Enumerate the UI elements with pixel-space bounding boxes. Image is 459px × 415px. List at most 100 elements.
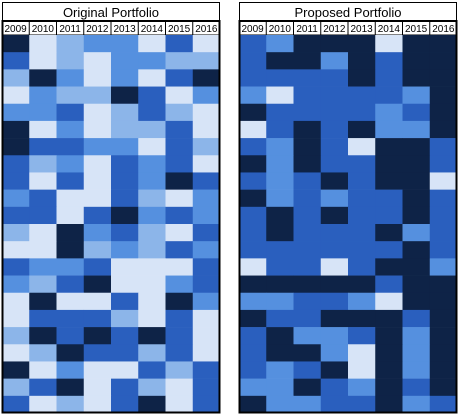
- heatmap-cell: [83, 120, 112, 139]
- heatmap-cell: [375, 361, 403, 379]
- heatmap-cell: [402, 103, 431, 122]
- heatmap-cell: [266, 395, 294, 414]
- heatmap-cell: [266, 292, 294, 311]
- heatmap-cell: [429, 172, 458, 190]
- year-label-2013: 2013: [351, 24, 374, 35]
- heatmap-cell: [239, 103, 267, 122]
- heatmap-cell: [2, 189, 30, 208]
- heatmap-cell: [429, 120, 458, 139]
- heatmap-cell: [83, 69, 112, 87]
- heatmap-cell: [165, 35, 194, 53]
- heatmap-cell: [56, 172, 85, 190]
- heatmap-cell: [293, 395, 322, 414]
- heatmap-cell: [239, 120, 267, 139]
- heatmap-cell: [56, 52, 85, 70]
- heatmap-cell: [111, 344, 139, 362]
- heatmap-cell: [138, 241, 166, 259]
- heatmap-cell: [402, 395, 431, 414]
- heatmap-cell: [192, 258, 221, 276]
- heatmap-cell: [375, 241, 403, 259]
- heatmap-cell: [29, 258, 57, 276]
- heatmap-cell: [56, 35, 85, 53]
- heatmap-cell: [2, 292, 30, 311]
- heatmap-cell: [29, 275, 57, 294]
- heatmap-cell: [192, 206, 221, 225]
- heatmap-cell: [348, 258, 376, 276]
- heatmap-cell: [29, 395, 57, 414]
- heatmap-cell: [192, 52, 221, 70]
- heatmap-cell: [266, 378, 294, 397]
- heatmap-cell: [348, 52, 376, 70]
- heatmap-cell: [429, 35, 458, 53]
- heatmap-cell: [429, 275, 458, 294]
- heatmap-cell: [320, 378, 349, 397]
- year-label-2010: 2010: [32, 24, 55, 35]
- heatmap-cell: [429, 361, 458, 379]
- heatmap-cell: [2, 52, 30, 70]
- heatmap-cell: [375, 258, 403, 276]
- heatmap-cell: [2, 344, 30, 362]
- heatmap-cell: [293, 327, 322, 345]
- heatmap-cell: [2, 206, 30, 225]
- heatmap-cell: [165, 86, 194, 105]
- heatmap-cell: [56, 292, 85, 311]
- heatmap-cell: [429, 241, 458, 259]
- heatmap-cell: [239, 292, 267, 311]
- heatmap-cell: [165, 189, 194, 208]
- heatmap-cell: [429, 155, 458, 173]
- heatmap-cell: [2, 395, 30, 414]
- heatmap-cell: [138, 120, 166, 139]
- proposed-portfolio-title: Proposed Portfolio: [239, 2, 457, 21]
- heatmap-cell: [266, 258, 294, 276]
- heatmap-cell: [192, 172, 221, 190]
- heatmap-border: [238, 20, 458, 414]
- heatmap-cell: [192, 344, 221, 362]
- heatmap-cell: [56, 361, 85, 379]
- heatmap-cell: [375, 275, 403, 294]
- year-label-2012: 2012: [323, 24, 346, 35]
- heatmap-cell: [2, 103, 30, 122]
- heatmap-cell: [29, 241, 57, 259]
- heatmap-cell: [29, 189, 57, 208]
- heatmap-cell: [375, 206, 403, 225]
- heatmap-cell: [320, 69, 349, 87]
- heatmap-cell: [293, 309, 322, 328]
- heatmap-cell: [192, 69, 221, 87]
- heatmap-cell: [375, 172, 403, 190]
- heatmap-cell: [2, 120, 30, 139]
- heatmap-cell: [165, 206, 194, 225]
- heatmap-cell: [83, 138, 112, 156]
- heatmap-cell: [29, 69, 57, 87]
- heatmap-cell: [83, 258, 112, 276]
- heatmap-cell: [2, 361, 30, 379]
- heatmap-cell: [320, 292, 349, 311]
- heatmap-cell: [83, 224, 112, 242]
- heatmap-cell: [266, 189, 294, 208]
- heatmap-cell: [56, 103, 85, 122]
- heatmap-cell: [375, 103, 403, 122]
- heatmap-cell: [192, 155, 221, 173]
- heatmap-border: [1, 20, 221, 414]
- year-label-2012: 2012: [86, 24, 109, 35]
- heatmap-cell: [2, 155, 30, 173]
- heatmap-cell: [375, 138, 403, 156]
- heatmap-cell: [165, 155, 194, 173]
- heatmap-cell: [320, 103, 349, 122]
- heatmap-cell: [320, 361, 349, 379]
- heatmap-cell: [138, 155, 166, 173]
- heatmap-cell: [320, 35, 349, 53]
- year-label-2015: 2015: [405, 24, 428, 35]
- heatmap-cell: [429, 309, 458, 328]
- heatmap-cell: [348, 172, 376, 190]
- heatmap-cell: [293, 189, 322, 208]
- heatmap-cell: [56, 258, 85, 276]
- heatmap-cell: [83, 172, 112, 190]
- original-portfolio-heatmap: 2009 2010 2011 2012 2013 2014 2015 2016: [1, 20, 221, 414]
- heatmap-cell: [2, 138, 30, 156]
- heatmap-cell: [83, 52, 112, 70]
- heatmap-cell: [375, 292, 403, 311]
- proposed-portfolio-heatmap: 2009 2010 2011 2012 2013 2014 2015 2016: [238, 20, 458, 414]
- heatmap-cell: [348, 378, 376, 397]
- heatmap-cell: [320, 327, 349, 345]
- heatmap-cell: [111, 155, 139, 173]
